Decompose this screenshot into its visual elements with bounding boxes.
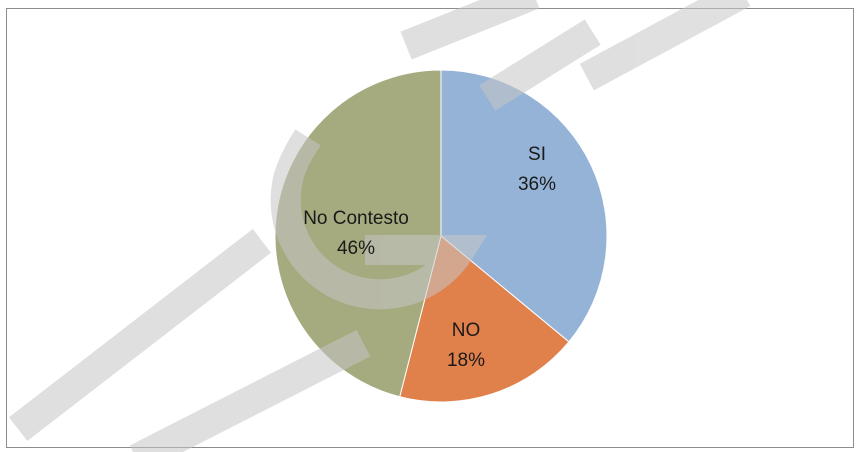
watermark-letter-g bbox=[270, 129, 488, 310]
pie-data-labels: SI 36% NO 18% No Contesto 46% bbox=[303, 144, 556, 371]
watermark-stroke bbox=[400, 0, 540, 60]
slice-category-label: No Contesto bbox=[303, 208, 409, 229]
watermark-logo bbox=[8, 0, 751, 452]
watermark-stroke bbox=[479, 19, 601, 111]
slice-category-label: NO bbox=[452, 320, 481, 341]
watermark-stroke bbox=[129, 329, 371, 452]
slice-percent-label: 36% bbox=[518, 174, 556, 195]
watermark-stroke bbox=[579, 0, 751, 91]
slice-percent-label: 18% bbox=[447, 350, 485, 371]
watermark-stroke bbox=[8, 228, 272, 442]
slice-category-label: SI bbox=[528, 144, 546, 165]
slice-percent-label: 46% bbox=[337, 238, 375, 259]
pie-slice-si bbox=[440, 69, 608, 343]
